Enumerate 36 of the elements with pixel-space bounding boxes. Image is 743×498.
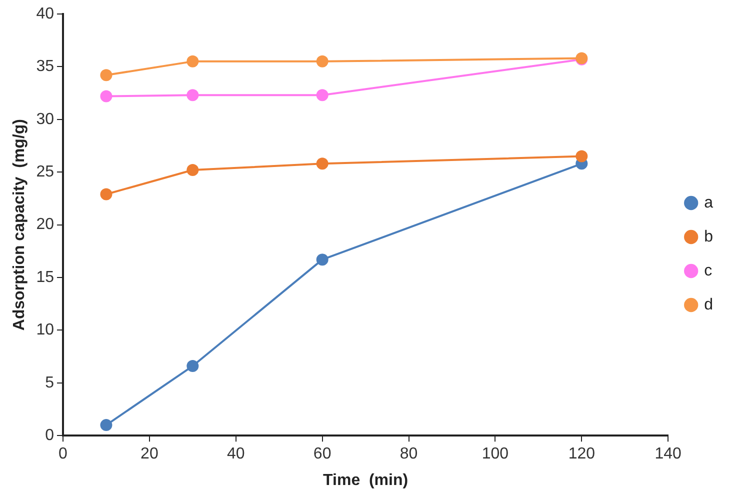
x-tick-label: 20 [140, 446, 158, 463]
y-tick-label: 35 [36, 58, 54, 76]
point [186, 164, 199, 176]
point [576, 150, 588, 162]
y-axis-title: Adsorption capacity (mg/g) [11, 119, 28, 331]
x-tick-label: 100 [482, 446, 509, 463]
x-axis-title: Time (min) [323, 472, 408, 489]
point [100, 188, 112, 200]
point [100, 69, 112, 82]
legend-label: c [704, 262, 712, 280]
y-tick-label: 15 [36, 268, 54, 286]
x-tick-label: 0 [58, 446, 68, 463]
legend-label: d [704, 296, 714, 314]
point [316, 158, 328, 170]
point [316, 89, 328, 102]
point [100, 419, 112, 432]
point [316, 55, 328, 68]
x-tick-label: 40 [226, 446, 245, 463]
point [100, 90, 112, 102]
point [186, 55, 199, 68]
legend-label: b [704, 228, 714, 246]
x-tick-label: 140 [654, 446, 682, 463]
y-tick-label: 20 [36, 216, 54, 234]
x-tick-label: 80 [400, 446, 418, 463]
y-tick-label: 5 [45, 374, 54, 392]
point [316, 254, 328, 266]
legend-label: a [704, 194, 714, 212]
y-tick-label: 0 [45, 427, 54, 444]
x-tick-label: 120 [568, 446, 596, 463]
y-tick-label: 25 [36, 164, 54, 181]
y-tick-label: 40 [36, 5, 54, 22]
y-tick-label: 10 [36, 322, 54, 339]
point [186, 360, 199, 372]
point [186, 89, 199, 102]
x-tick-label: 60 [313, 446, 332, 463]
y-tick-label: 30 [36, 110, 54, 128]
